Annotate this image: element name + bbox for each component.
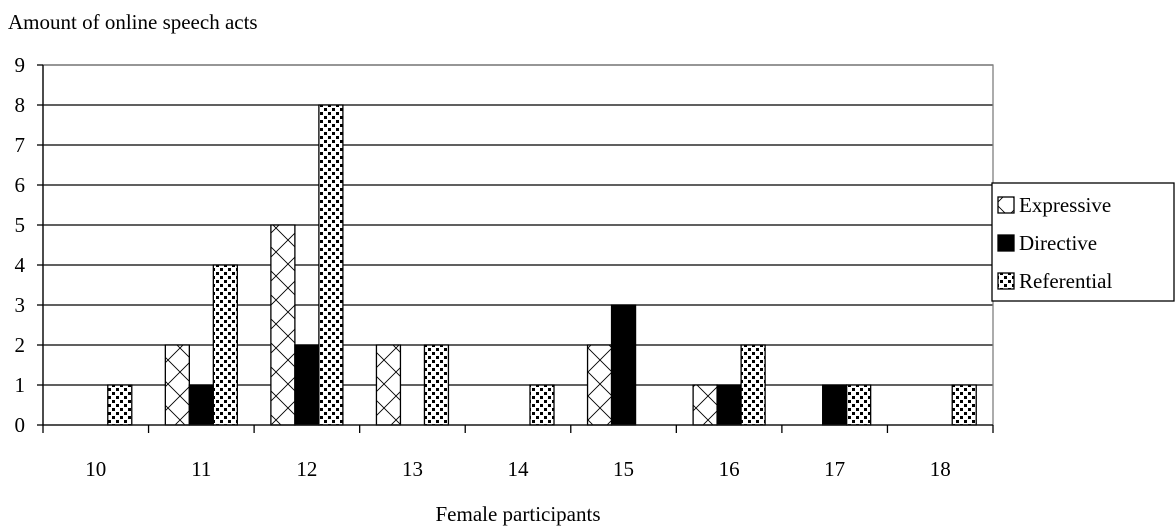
bar-referential-12 bbox=[318, 104, 344, 426]
bars bbox=[107, 104, 977, 426]
y-axis-title: Amount of online speech acts bbox=[8, 10, 258, 34]
bar-referential-14 bbox=[529, 384, 555, 426]
bar-referential-18 bbox=[951, 384, 977, 426]
x-tick-label: 18 bbox=[930, 457, 951, 481]
x-tick-label: 14 bbox=[508, 457, 530, 481]
y-tick-label: 1 bbox=[15, 373, 26, 397]
bar-referential-11 bbox=[212, 264, 238, 426]
bar-directive-16 bbox=[716, 384, 742, 426]
y-tick-label: 7 bbox=[15, 133, 26, 157]
bar-directive-11 bbox=[188, 384, 214, 426]
bar-expressive-13 bbox=[375, 344, 402, 426]
y-tick-label: 4 bbox=[15, 253, 26, 277]
y-tick-label: 9 bbox=[15, 53, 26, 77]
bar-directive-17 bbox=[822, 384, 848, 426]
legend-label-expressive: Expressive bbox=[1019, 193, 1111, 217]
bar-directive-12 bbox=[294, 344, 320, 426]
y-tick-label: 2 bbox=[15, 333, 26, 357]
y-tick-label: 0 bbox=[15, 413, 26, 437]
bar-referential-17 bbox=[846, 384, 872, 426]
y-tick-label: 6 bbox=[15, 173, 26, 197]
legend-swatch-expressive bbox=[997, 196, 1015, 214]
x-tick-label: 12 bbox=[296, 457, 317, 481]
legend-label-directive: Directive bbox=[1019, 231, 1097, 255]
bar-referential-16 bbox=[740, 344, 766, 426]
legend: Expressive Directive Referential bbox=[991, 182, 1175, 302]
bar-expressive-16 bbox=[692, 384, 718, 426]
legend-label-referential: Referential bbox=[1019, 269, 1112, 293]
bar-expressive-12 bbox=[270, 224, 296, 426]
bar-expressive-15 bbox=[586, 344, 613, 426]
bar-expressive-11 bbox=[164, 344, 190, 426]
gridlines bbox=[43, 64, 993, 386]
x-tick-label: 16 bbox=[719, 457, 740, 481]
x-tick-label: 10 bbox=[85, 457, 106, 481]
y-tick-label: 5 bbox=[15, 213, 26, 237]
legend-box bbox=[991, 182, 1175, 302]
x-tick-label: 15 bbox=[613, 457, 634, 481]
legend-swatch-directive bbox=[997, 234, 1015, 252]
bar-referential-10 bbox=[107, 384, 133, 426]
bar-directive-15 bbox=[610, 304, 637, 426]
bar-referential-13 bbox=[423, 344, 450, 426]
y-tick-label: 8 bbox=[15, 93, 26, 117]
legend-swatch-referential bbox=[997, 272, 1015, 290]
y-tick-label: 3 bbox=[15, 293, 26, 317]
x-axis-title: Female participants bbox=[435, 502, 600, 526]
x-tick-label: 11 bbox=[191, 457, 211, 481]
x-tick-label: 17 bbox=[824, 457, 845, 481]
x-tick-label: 13 bbox=[402, 457, 423, 481]
